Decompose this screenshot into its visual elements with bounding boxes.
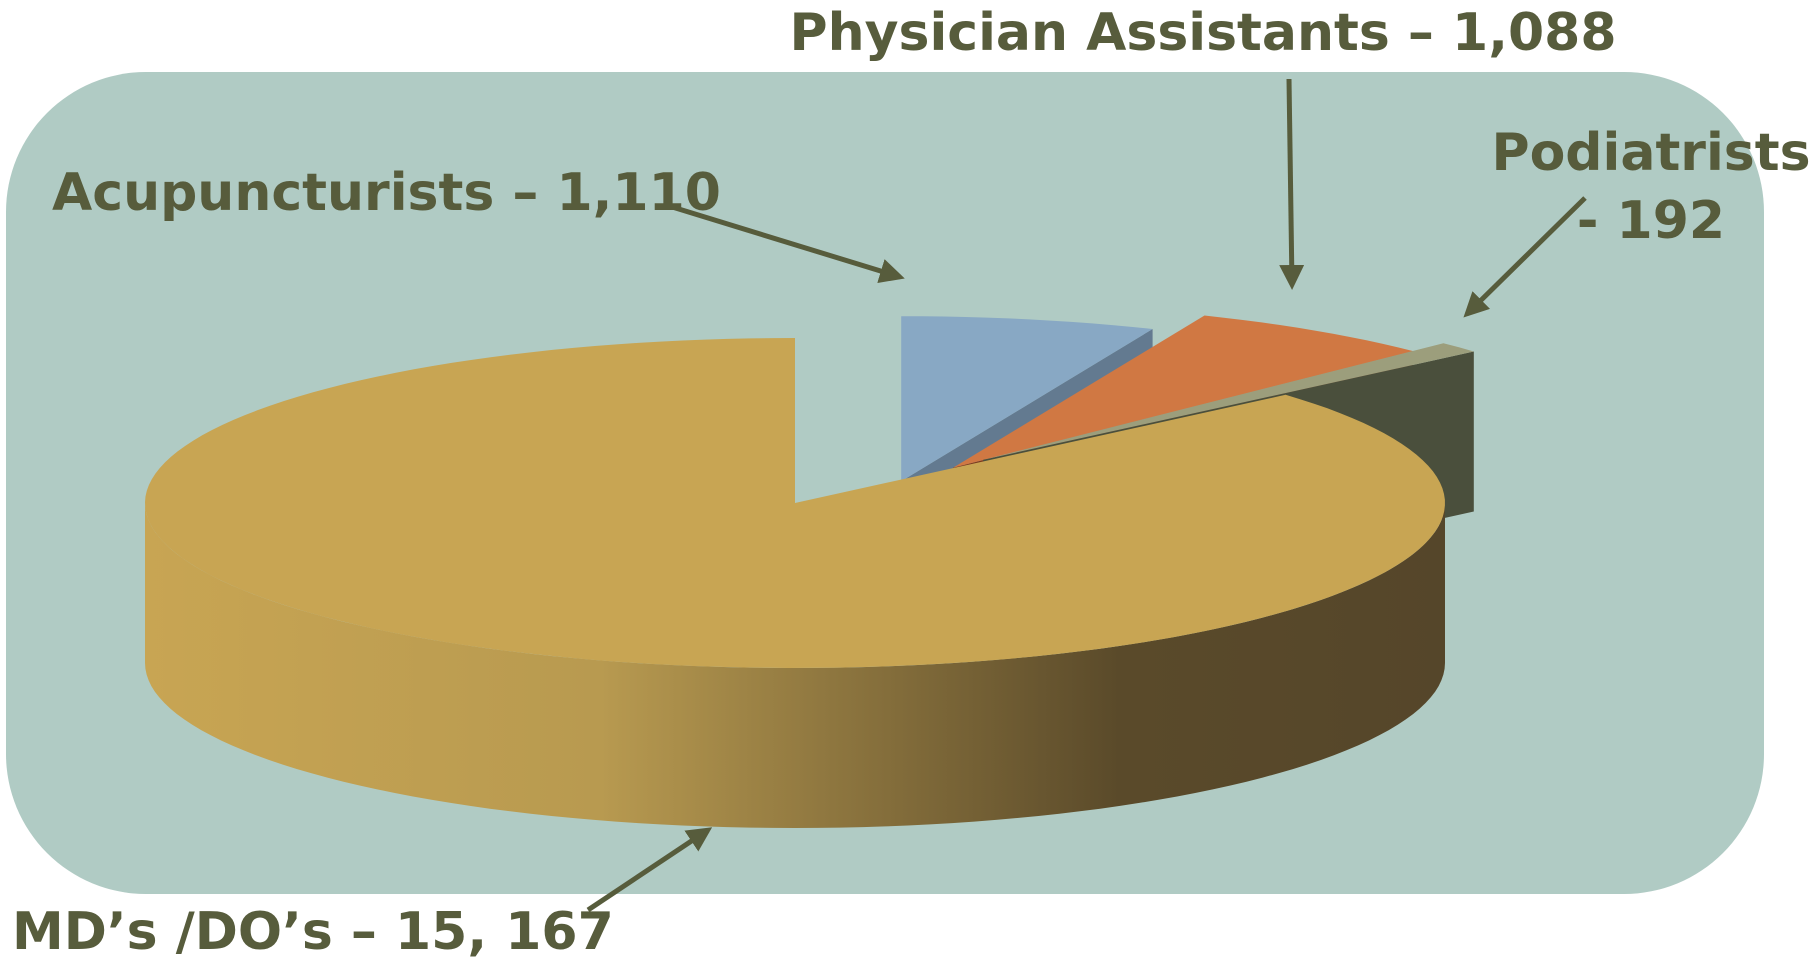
slice-label: Acupuncturists – 1,110 [52,163,721,223]
arrow [586,827,713,913]
arrow [1279,78,1305,290]
slice-label: Physician Assistants – 1,088 [789,3,1616,63]
arrow [668,203,905,284]
arrow [1463,196,1587,318]
slice-label: Podiatrists - 192 [1491,123,1811,251]
pie [145,315,1474,828]
slice-side [145,503,1445,828]
slice-label: MD’s /DO’s – 15, 167 [12,902,614,960]
slice [145,338,1445,668]
slice [983,343,1474,460]
slice [901,316,1153,482]
label-box: Podiatrists - 192 [1491,123,1811,251]
slice [953,315,1414,468]
